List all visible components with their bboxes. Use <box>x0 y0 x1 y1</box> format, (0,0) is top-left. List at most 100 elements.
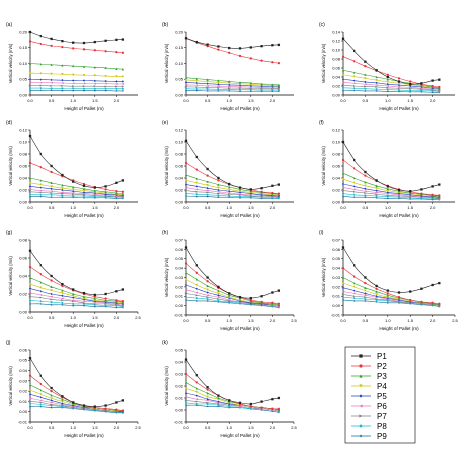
chart-panel-c: (c) 0.0 0.5 1.0 1.5 2.0 0.00 0.02 0.04 0.06 0.08 0.… <box>319 22 455 111</box>
series-line <box>185 180 279 196</box>
y-tick-label: 0.00 <box>332 199 341 204</box>
data-point <box>341 178 345 181</box>
data-point <box>50 274 53 278</box>
series-line <box>185 190 279 198</box>
chart-panel-f: (f) 0.0 0.5 1.0 1.5 2.0 0.00 0.02 0.04 0.06 0.08 0.… <box>319 120 455 218</box>
data-point <box>72 302 75 305</box>
data-point <box>184 189 188 192</box>
data-point <box>93 302 96 306</box>
x-tick-label: 1.5 <box>407 98 413 103</box>
data-point <box>28 195 32 198</box>
data-point <box>353 181 356 184</box>
data-point <box>82 82 86 85</box>
data-point <box>341 172 345 175</box>
data-point <box>397 85 401 89</box>
data-point <box>50 298 53 301</box>
x-tick-label: 0.0 <box>27 315 33 320</box>
series-p1 <box>341 37 441 86</box>
data-point <box>39 186 42 189</box>
data-point <box>50 292 53 296</box>
y-tick-label: -0.01 <box>174 419 184 424</box>
data-point <box>121 197 125 200</box>
data-point <box>115 190 118 193</box>
data-point <box>206 291 209 294</box>
data-point <box>353 49 356 53</box>
panel-label: (j) <box>6 340 11 346</box>
data-point <box>206 191 209 194</box>
data-point <box>39 189 42 192</box>
data-point <box>420 90 423 93</box>
data-point <box>420 287 423 290</box>
data-point <box>238 401 242 404</box>
chart-panel-a: (a) 0.0 0.5 1.0 1.5 2.0 0.00 0.05 0.10 0.15 0.20 He… <box>6 22 138 111</box>
data-point <box>375 287 378 290</box>
series-line <box>185 162 279 194</box>
data-point <box>271 398 274 401</box>
data-point <box>121 89 125 92</box>
data-point <box>61 284 64 288</box>
data-point <box>72 188 75 191</box>
panel-label: (k) <box>162 340 168 346</box>
y-tick-label: 0.12 <box>175 127 184 132</box>
data-point <box>260 86 263 89</box>
data-point <box>206 401 209 404</box>
data-point <box>195 177 198 180</box>
data-point <box>277 192 281 195</box>
data-point <box>386 185 389 188</box>
series-line <box>185 84 279 89</box>
data-point <box>217 81 220 84</box>
data-point <box>271 184 274 187</box>
y-tick-label: 0.08 <box>175 151 184 156</box>
y-tick-label: 0.14 <box>332 29 341 34</box>
x-tick-label: 2.0 <box>270 318 276 323</box>
data-point <box>50 406 53 409</box>
data-point <box>206 89 209 92</box>
data-point <box>228 404 231 407</box>
data-point <box>28 193 32 196</box>
x-tick-label: 1.0 <box>70 205 76 210</box>
data-point <box>28 84 32 87</box>
x-tick-label: 0.5 <box>49 205 55 210</box>
data-point <box>28 188 32 191</box>
y-tick-label: 0.06 <box>175 163 184 168</box>
data-point <box>375 88 378 91</box>
data-point <box>431 88 434 92</box>
data-point <box>50 187 53 190</box>
data-point <box>238 188 242 191</box>
data-point <box>28 71 32 75</box>
data-point <box>184 358 188 361</box>
data-point <box>431 198 434 201</box>
data-point <box>184 283 188 287</box>
data-point <box>93 189 96 192</box>
data-point <box>50 195 53 199</box>
y-tick-label: 0.07 <box>332 237 341 242</box>
data-point <box>353 281 356 285</box>
data-point <box>397 296 401 299</box>
x-tick-label: 0.5 <box>363 205 369 210</box>
data-point <box>50 37 53 41</box>
data-point <box>28 388 32 392</box>
y-tick-label: 0.06 <box>19 255 28 260</box>
data-point <box>364 289 367 292</box>
series-p3 <box>341 276 441 306</box>
data-point <box>184 392 188 395</box>
data-point <box>93 194 96 197</box>
y-tick-label: 0.10 <box>175 139 184 144</box>
series-line <box>342 82 440 90</box>
series-line <box>29 87 123 90</box>
panel-label: (g) <box>6 230 12 236</box>
data-point <box>249 190 252 193</box>
x-tick-label: 2.5 <box>291 425 297 430</box>
data-point <box>431 283 434 287</box>
y-tick-label: 0.20 <box>19 29 28 34</box>
series-line <box>185 184 279 197</box>
data-point <box>217 402 220 406</box>
series-p1 <box>184 37 281 50</box>
data-point <box>375 184 378 187</box>
data-point <box>28 190 32 193</box>
data-point <box>195 88 198 91</box>
series-p3 <box>28 62 125 71</box>
x-tick-label: 1.0 <box>226 318 232 323</box>
data-point <box>386 192 389 195</box>
y-axis-label: Vertical velocity (m/s) <box>8 366 13 406</box>
